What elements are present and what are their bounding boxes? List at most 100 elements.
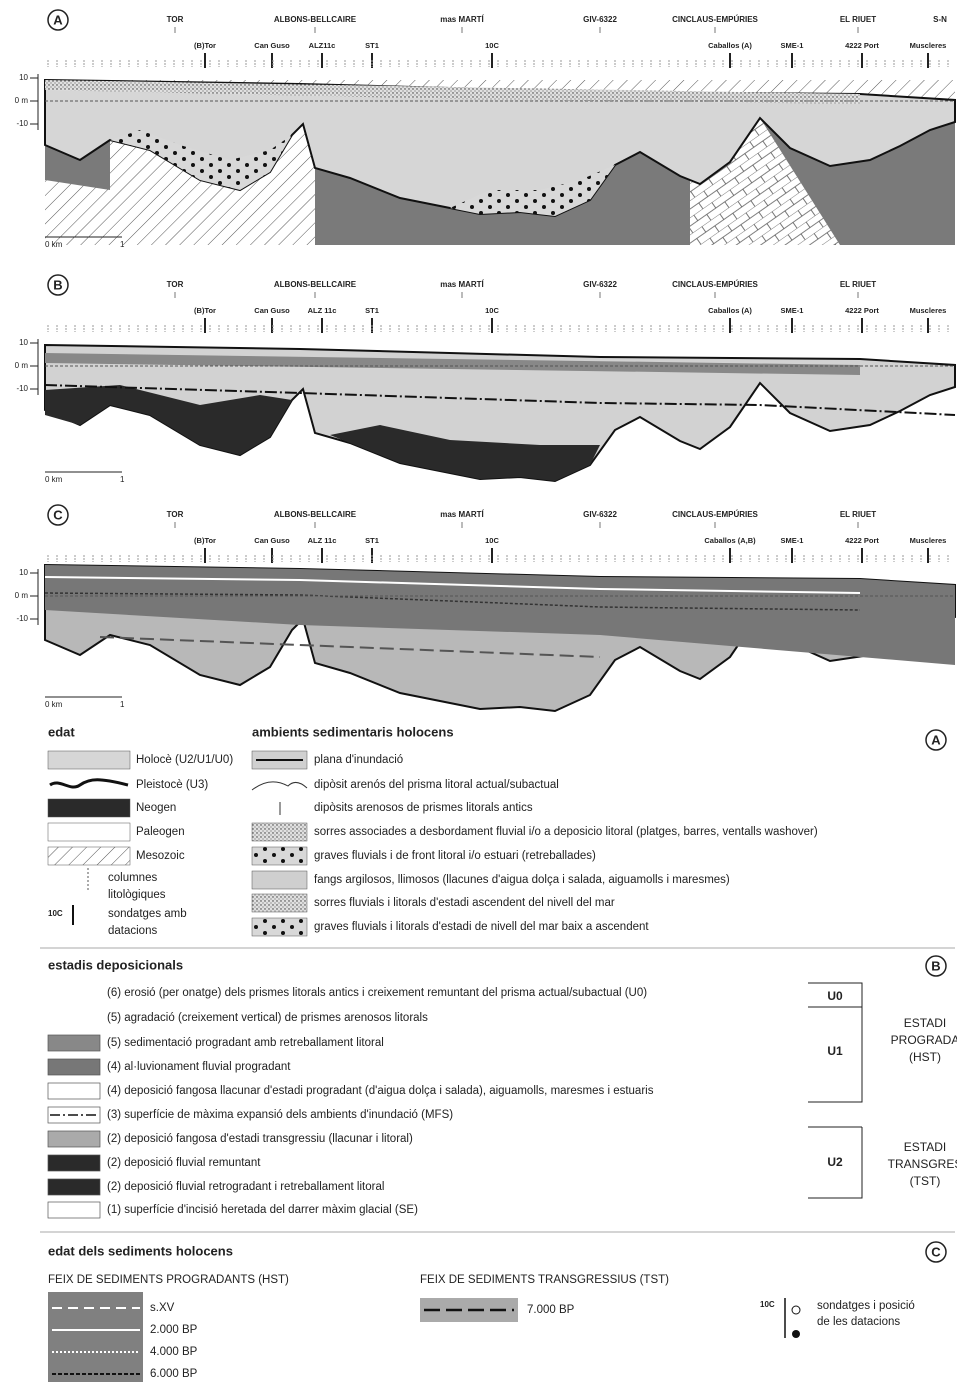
legend-item: (4) deposició fangosa llacunar d'estadi … (107, 1085, 654, 1097)
borehole-label: 10C (485, 41, 499, 50)
legend-item: Pleistocè (U3) (136, 779, 208, 791)
depth-label: 0 m (15, 96, 29, 105)
panel-letter: C (931, 1244, 941, 1259)
site-label: CINCLAUS-EMPÚRIES (672, 510, 758, 519)
legend-item: Mesozoic (136, 850, 185, 862)
legend-item: graves fluvials i de front litoral i/o e… (314, 850, 596, 862)
panel-letter: A (931, 732, 941, 747)
legend-subtitle: FEIX DE SEDIMENTS TRANSGRESSIUS (TST) (420, 1274, 669, 1286)
site-label: EL RIUET (840, 280, 876, 289)
site-label: mas MARTÍ (440, 15, 484, 24)
core-dot (792, 1330, 800, 1338)
legend-swatch (48, 1035, 100, 1051)
borehole-label: Can Guso (254, 536, 290, 545)
legend-swatch (48, 1202, 100, 1218)
legend-item: (5) agradació (creixement vertical) de p… (107, 1012, 428, 1024)
legend-item: fangs argilosos, llimosos (llacunes d'ai… (314, 874, 730, 886)
depth-label: 0 m (15, 591, 29, 600)
stage-label: (HST) (909, 1050, 941, 1064)
legend-item: s.XV (150, 1302, 175, 1314)
legend-item: sondatges i posició (817, 1300, 915, 1312)
site-label: ALBONS-BELLCAIRE (274, 510, 357, 519)
borehole-label: Can Guso (254, 41, 290, 50)
borehole-label: 4222 Port (845, 41, 879, 50)
legend-swatch (48, 751, 130, 769)
borehole-label: ST1 (365, 41, 379, 50)
legend-item: (5) sedimentació progradant amb retrebal… (107, 1037, 384, 1049)
depth-label: -10 (16, 384, 28, 393)
site-label: mas MARTÍ (440, 510, 484, 519)
depth-label: 10 (19, 73, 28, 82)
legend-swatch (48, 823, 130, 841)
legend-item: (6) erosió (per onatge) dels prismes lit… (107, 987, 647, 999)
legend-swatch (48, 1179, 100, 1195)
legend-item: de les datacions (817, 1316, 900, 1328)
legend-item: graves fluvials i litorals d'estadi de n… (314, 921, 649, 933)
legend-item: litològiques (108, 889, 166, 901)
site-label: mas MARTÍ (440, 280, 484, 289)
borehole-label: ST1 (365, 536, 379, 545)
legend-item: datacions (108, 925, 157, 937)
borehole-label: (B)Tor (194, 306, 216, 315)
site-label: GIV-6322 (583, 15, 617, 24)
borehole-label: 10C (485, 306, 499, 315)
legend-swatch (48, 1155, 100, 1171)
borehole-label: Muscleres (910, 536, 947, 545)
site-label: EL RIUET (840, 510, 876, 519)
stage-label: ESTADI (904, 1140, 946, 1154)
depth-label: 0 m (15, 361, 29, 370)
legend-item: dipòsits arenosos de prismes litorals an… (314, 802, 533, 814)
unit-label: U0 (827, 989, 843, 1003)
borehole-label: 10C (485, 536, 499, 545)
borehole-label: ALZ 11c (308, 306, 337, 315)
legend-swatch (48, 1059, 100, 1075)
borehole-label: Caballos (A) (708, 41, 752, 50)
legend-swatch (48, 1010, 100, 1026)
legend-swatch (252, 871, 307, 889)
cross-section: ATORALBONS-BELLCAIREmas MARTÍGIV-6322CIN… (15, 10, 955, 249)
legend-item: Holocè (U2/U1/U0) (136, 754, 233, 766)
cross-section: CTORALBONS-BELLCAIREmas MARTÍGIV-6322CIN… (15, 505, 955, 711)
stage-label: (TST) (910, 1174, 941, 1188)
site-label: S-N (933, 15, 947, 24)
legend-item: dipòsit arenós del prisma litoral actual… (314, 779, 559, 791)
stage-label: PROGRADA (891, 1033, 957, 1047)
borehole-label: SME-1 (781, 41, 804, 50)
depth-label: -10 (16, 614, 28, 623)
site-label: TOR (167, 510, 184, 519)
scale-label: 0 km (45, 475, 63, 484)
stage-label: ESTADI (904, 1016, 946, 1030)
scale-label: 0 km (45, 700, 63, 709)
legend-item: (3) superfície de màxima expansió dels a… (107, 1109, 453, 1121)
legend-title: estadis deposicionals (48, 957, 183, 972)
legend-title: edat dels sediments holocens (48, 1243, 233, 1258)
unit-label: U1 (827, 1044, 843, 1058)
legend-swatch (252, 918, 307, 936)
scale-label: 1 (120, 240, 125, 249)
legend-swatch (48, 985, 100, 1001)
site-label: GIV-6322 (583, 280, 617, 289)
legend-swatch (252, 823, 307, 841)
site-label: CINCLAUS-EMPÚRIES (672, 280, 758, 289)
site-label: TOR (167, 280, 184, 289)
legend-item: sorres fluvials i litorals d'estadi asce… (314, 897, 615, 909)
legend-item: (4) al·luvionament fluvial progradant (107, 1061, 291, 1073)
borehole-label: 4222 Port (845, 306, 879, 315)
hst-swatch (48, 1292, 143, 1382)
legend-swatch (252, 847, 307, 865)
scale-label: 1 (120, 475, 125, 484)
borehole-label: Can Guso (254, 306, 290, 315)
legend-item: columnes (108, 872, 157, 884)
depth-label: -10 (16, 119, 28, 128)
legend-item: sondatges amb (108, 908, 187, 920)
depth-label: 10 (19, 338, 28, 347)
dating-code: 10C (48, 909, 63, 918)
legend-item: 4.000 BP (150, 1346, 198, 1358)
borehole-label: ALZ 11c (308, 536, 337, 545)
borehole-label: 4222 Port (845, 536, 879, 545)
scale-label: 1 (120, 700, 125, 709)
site-label: TOR (167, 15, 184, 24)
legend-swatch (252, 894, 307, 912)
legend-item: (2) deposició fangosa d'estadi transgres… (107, 1133, 413, 1145)
